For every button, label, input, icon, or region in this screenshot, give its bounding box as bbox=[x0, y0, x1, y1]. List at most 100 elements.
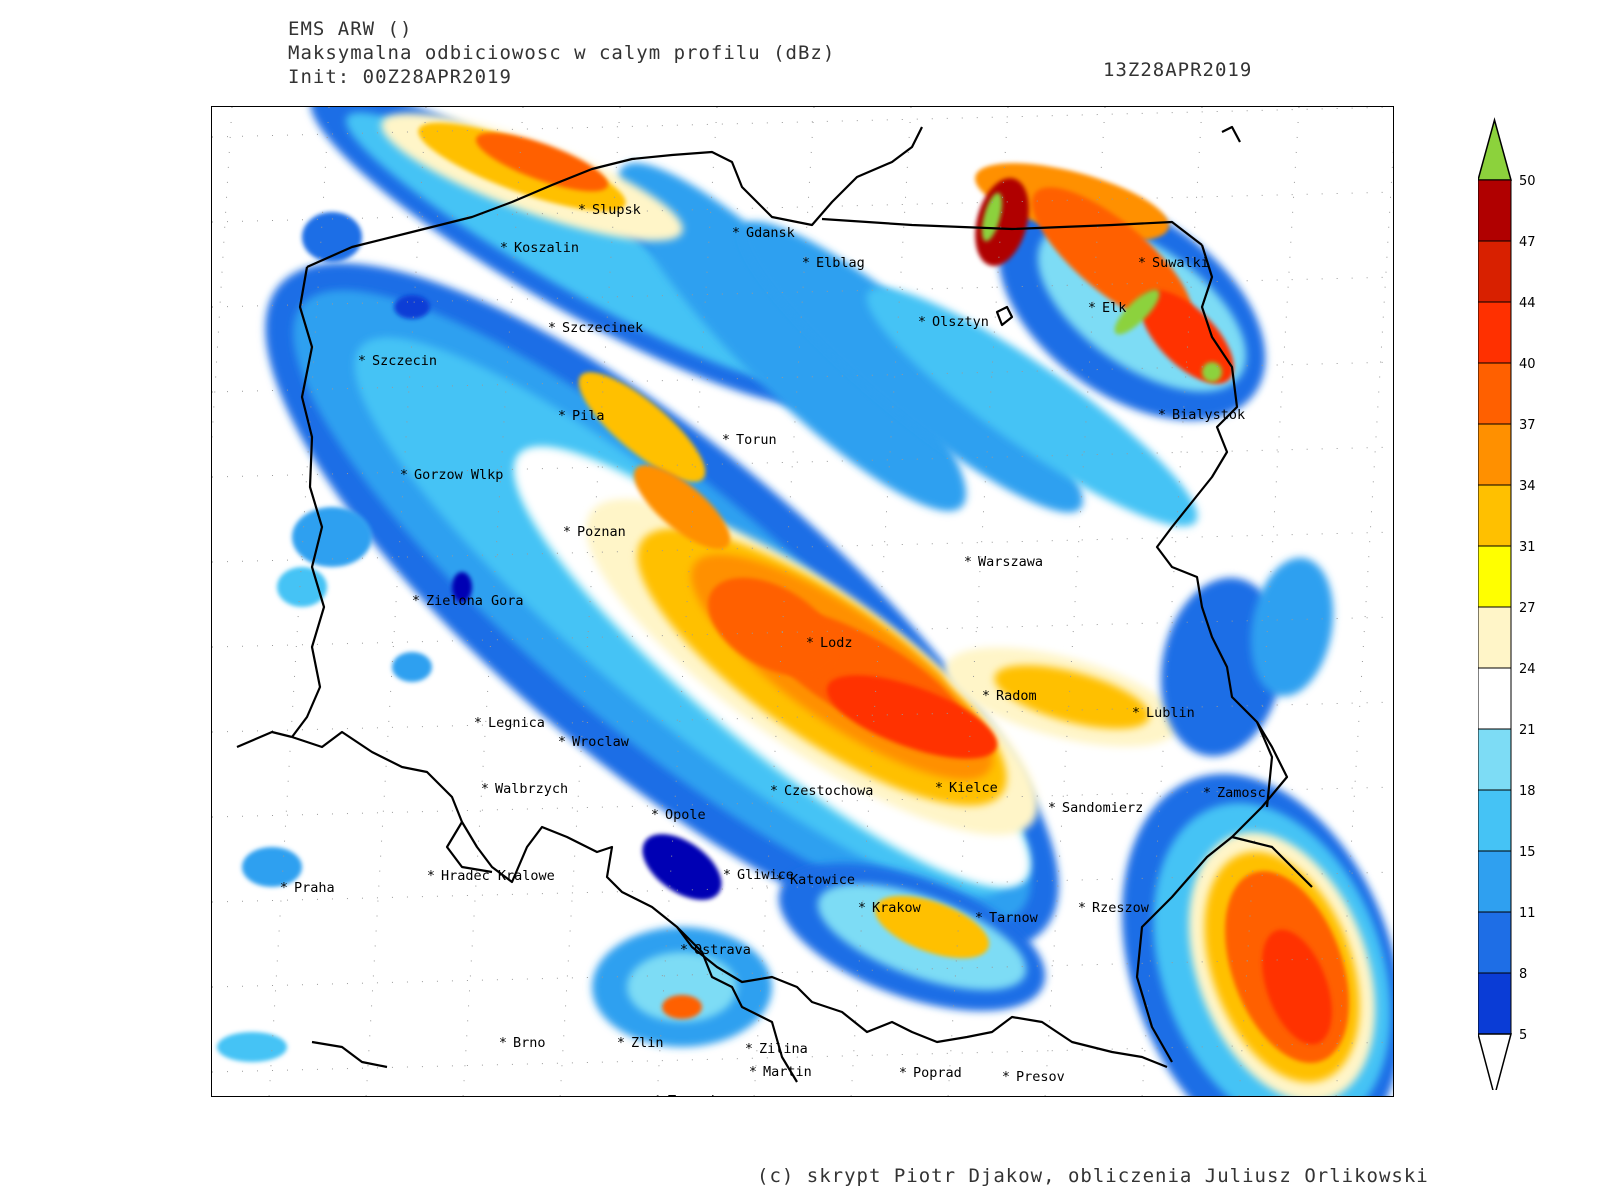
echo-cell bbox=[617, 162, 967, 512]
city-star-icon: * bbox=[481, 781, 489, 797]
city-marker: * Warszawa bbox=[964, 554, 1043, 570]
city-label: Torun bbox=[736, 432, 777, 448]
echo-cell bbox=[242, 847, 302, 887]
echo-cell bbox=[394, 295, 430, 319]
city-star-icon: * bbox=[280, 880, 288, 896]
city-star-icon: * bbox=[558, 408, 566, 424]
city-marker: * Gliwice bbox=[723, 867, 794, 883]
color-scale-block bbox=[1478, 728, 1512, 791]
echo-cell bbox=[633, 464, 731, 550]
city-label: Poznan bbox=[577, 524, 626, 540]
echo-cell bbox=[642, 834, 722, 900]
city-marker: * Elblag bbox=[802, 255, 865, 271]
overflow-arrow-icon bbox=[1478, 117, 1512, 181]
city-marker: * Kielce bbox=[935, 780, 998, 796]
parallel-line bbox=[212, 191, 1393, 223]
color-scale-label: 21 bbox=[1519, 723, 1536, 738]
echo-cell bbox=[217, 1032, 287, 1062]
city-marker: * Radom bbox=[982, 688, 1037, 704]
echo-cell bbox=[1140, 290, 1234, 384]
city-star-icon: * bbox=[1002, 1069, 1010, 1085]
city-label: Zlin bbox=[631, 1035, 664, 1051]
city-label: Tarnow bbox=[989, 910, 1039, 926]
city-star-icon: * bbox=[776, 872, 784, 888]
city-marker: * Krakow bbox=[858, 900, 922, 916]
city-label: Praha bbox=[294, 880, 335, 896]
meridian-line bbox=[212, 107, 233, 446]
city-label: Krakow bbox=[872, 900, 922, 916]
city-label: Wroclaw bbox=[572, 734, 630, 750]
city-label: Martin bbox=[763, 1064, 812, 1080]
color-scale-block bbox=[1478, 362, 1512, 425]
color-scale-block bbox=[1478, 179, 1512, 242]
city-label: Radom bbox=[996, 688, 1037, 704]
city-star-icon: * bbox=[578, 202, 586, 218]
city-marker: * Legnica bbox=[474, 715, 545, 731]
city-star-icon: * bbox=[548, 320, 556, 336]
city-marker: * Katowice bbox=[776, 872, 855, 888]
city-label: Suwalki bbox=[1152, 255, 1209, 271]
city-marker: * Gorzow Wlkp bbox=[400, 467, 503, 483]
city-star-icon: * bbox=[1203, 785, 1211, 801]
city-marker: * Poprad bbox=[899, 1065, 962, 1081]
echo-cell bbox=[452, 572, 472, 602]
city-label: Legnica bbox=[488, 715, 545, 731]
color-scale-block bbox=[1478, 423, 1512, 486]
city-marker: * Czestochowa bbox=[770, 783, 873, 799]
city-star-icon: * bbox=[617, 1035, 625, 1051]
color-scale-block bbox=[1478, 301, 1512, 364]
underflow-arrow-icon bbox=[1478, 1033, 1512, 1090]
city-marker: * Elk bbox=[1088, 300, 1126, 316]
city-star-icon: * bbox=[723, 867, 731, 883]
city-star-icon: * bbox=[474, 715, 482, 731]
city-star-icon: * bbox=[1132, 705, 1140, 721]
city-star-icon: * bbox=[732, 225, 740, 241]
echo-cell bbox=[975, 178, 1029, 266]
city-label: Ostrava bbox=[694, 942, 751, 958]
color-scale-block bbox=[1478, 850, 1512, 913]
echo-cell bbox=[302, 212, 362, 262]
meridian-line bbox=[656, 107, 718, 1096]
lat-lon-grid bbox=[212, 107, 1393, 1096]
color-scale-block bbox=[1478, 545, 1512, 608]
city-label: Slupsk bbox=[592, 202, 641, 218]
color-scale-block bbox=[1478, 484, 1512, 547]
meridian-line bbox=[1238, 107, 1300, 1096]
color-scale-label: 50 bbox=[1519, 174, 1536, 189]
city-star-icon: * bbox=[964, 554, 972, 570]
city-marker: * Suwalki bbox=[1138, 255, 1209, 271]
meridian-line bbox=[268, 107, 330, 1096]
city-marker: * Bialystok bbox=[1158, 407, 1245, 423]
model-title: EMS ARW () bbox=[288, 18, 413, 40]
country-borders bbox=[236, 125, 1313, 1083]
city-label: Olsztyn bbox=[932, 314, 989, 330]
city-label: Katowice bbox=[790, 872, 855, 888]
city-label: Rzeszow bbox=[1092, 900, 1150, 916]
city-label: Bialystok bbox=[1172, 407, 1245, 423]
echo-cell bbox=[866, 287, 1198, 527]
echo-cell bbox=[578, 372, 706, 482]
city-label: Warszawa bbox=[978, 554, 1043, 570]
city-star-icon: * bbox=[975, 910, 983, 926]
meridian-line bbox=[1141, 107, 1203, 1096]
city-label: Gdansk bbox=[746, 225, 795, 241]
city-star-icon: * bbox=[802, 255, 810, 271]
meridian-line bbox=[850, 107, 912, 1096]
city-star-icon: * bbox=[722, 432, 730, 448]
city-marker: * Poznan bbox=[563, 524, 626, 540]
echo-cell bbox=[662, 995, 702, 1019]
city-marker: * Slupsk bbox=[578, 202, 641, 218]
color-scale-label: 15 bbox=[1519, 845, 1536, 860]
city-marker: * Hradec Kralowe bbox=[427, 868, 555, 884]
city-star-icon: * bbox=[400, 467, 408, 483]
city-marker: * Gdansk bbox=[732, 225, 795, 241]
city-label: Lodz bbox=[820, 635, 853, 651]
color-scale-block bbox=[1478, 667, 1512, 730]
city-star-icon: * bbox=[558, 734, 566, 750]
city-label: Szczecinek bbox=[562, 320, 643, 336]
city-star-icon: * bbox=[651, 807, 659, 823]
color-scale-block bbox=[1478, 789, 1512, 852]
echo-cell bbox=[392, 652, 432, 682]
city-marker: * Koszalin bbox=[500, 240, 579, 256]
color-scale-labels: 50 47 44 40 37 34 31 27 24 21 18 15 11 8 5 bbox=[1519, 174, 1536, 1043]
